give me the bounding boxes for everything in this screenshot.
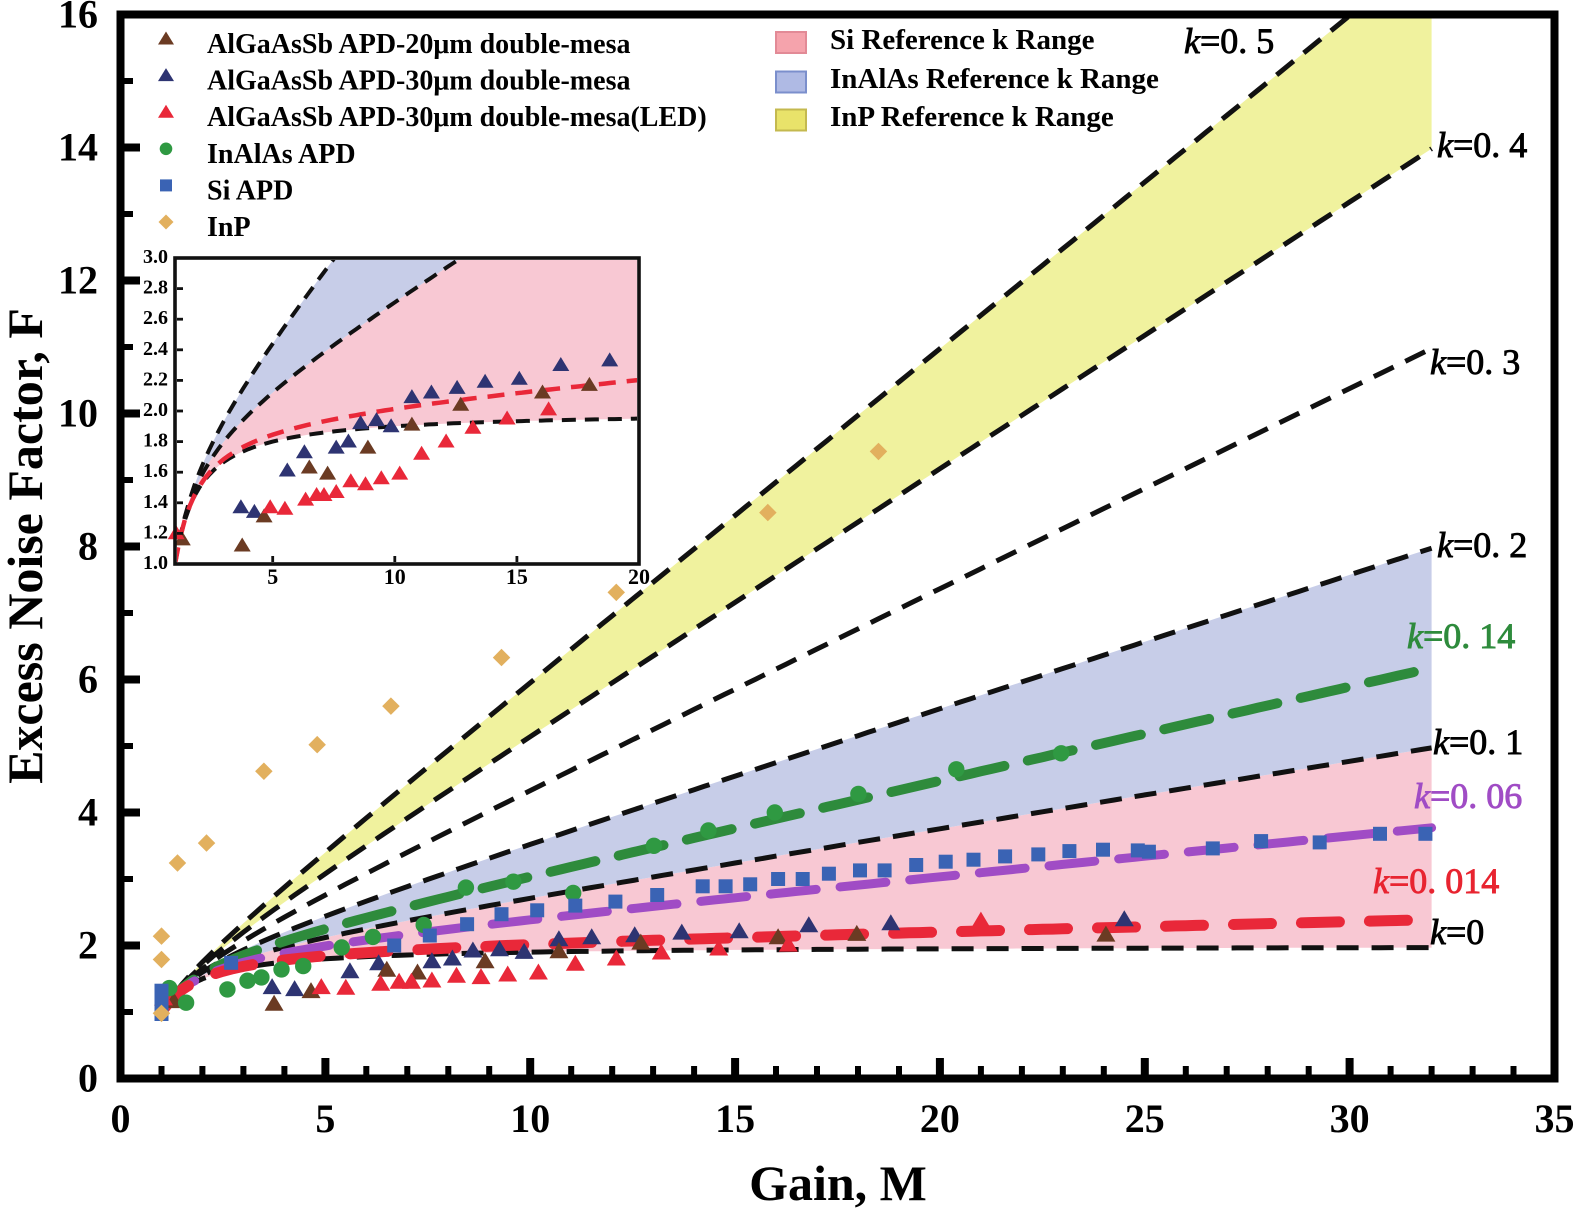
svg-text:k=0. 3: k=0. 3 [1430,342,1520,382]
svg-text:0: 0 [78,1056,98,1101]
svg-text:5: 5 [267,564,278,589]
svg-text:15: 15 [715,1096,755,1141]
svg-text:AlGaAsSb APD-20μm double-mesa: AlGaAsSb APD-20μm double-mesa [207,29,630,60]
svg-text:2: 2 [78,923,98,968]
svg-text:10: 10 [510,1096,550,1141]
svg-text:8: 8 [78,524,98,569]
svg-text:k=0: k=0 [1430,912,1484,952]
svg-text:k=0. 2: k=0. 2 [1437,525,1527,565]
svg-text:k=0. 5: k=0. 5 [1184,21,1274,61]
svg-text:AlGaAsSb APD-30μm double-mesa(: AlGaAsSb APD-30μm double-mesa(LED) [207,102,707,133]
svg-text:15: 15 [506,564,528,589]
svg-text:3.0: 3.0 [143,246,168,268]
svg-text:k=0. 014: k=0. 014 [1373,861,1499,901]
svg-text:k=0. 06: k=0. 06 [1414,776,1522,816]
svg-text:10: 10 [384,564,406,589]
svg-text:20: 20 [628,564,650,589]
svg-text:k=0. 4: k=0. 4 [1437,125,1527,165]
svg-text:10: 10 [58,391,98,436]
svg-text:25: 25 [1125,1096,1165,1141]
svg-text:35: 35 [1535,1096,1575,1141]
svg-text:0: 0 [111,1096,131,1141]
svg-text:2.2: 2.2 [143,368,168,390]
svg-text:Excess Noise Factor, F: Excess Noise Factor, F [0,308,53,784]
svg-text:4: 4 [78,790,98,835]
svg-text:30: 30 [1330,1096,1370,1141]
svg-text:20: 20 [920,1096,960,1141]
svg-text:6: 6 [78,657,98,702]
svg-text:InAlAs Reference k Range: InAlAs Reference k Range [830,63,1159,95]
svg-text:14: 14 [58,125,98,170]
svg-text:2.6: 2.6 [143,307,168,329]
svg-text:k=0. 14: k=0. 14 [1407,616,1515,656]
svg-text:2.8: 2.8 [143,277,168,299]
svg-text:12: 12 [58,258,98,303]
svg-text:InP Reference k Range: InP Reference k Range [830,101,1114,133]
svg-text:Si APD: Si APD [207,175,293,206]
svg-text:InAlAs APD: InAlAs APD [207,139,356,170]
svg-text:1.4: 1.4 [143,491,168,513]
svg-text:AlGaAsSb APD-30μm double-mesa: AlGaAsSb APD-30μm double-mesa [207,66,630,97]
svg-text:5: 5 [315,1096,335,1141]
svg-text:1.2: 1.2 [143,521,168,543]
svg-text:2.4: 2.4 [143,338,168,360]
svg-text:1.6: 1.6 [143,460,168,482]
svg-text:k=0. 1: k=0. 1 [1433,722,1523,762]
svg-text:16: 16 [58,0,98,37]
svg-text:2.0: 2.0 [143,399,168,421]
svg-text:Si Reference k Range: Si Reference k Range [830,24,1095,56]
svg-text:Gain, M: Gain, M [749,1155,927,1209]
svg-text:1.0: 1.0 [143,552,168,574]
svg-text:InP: InP [207,212,251,243]
svg-text:1.8: 1.8 [143,430,168,452]
